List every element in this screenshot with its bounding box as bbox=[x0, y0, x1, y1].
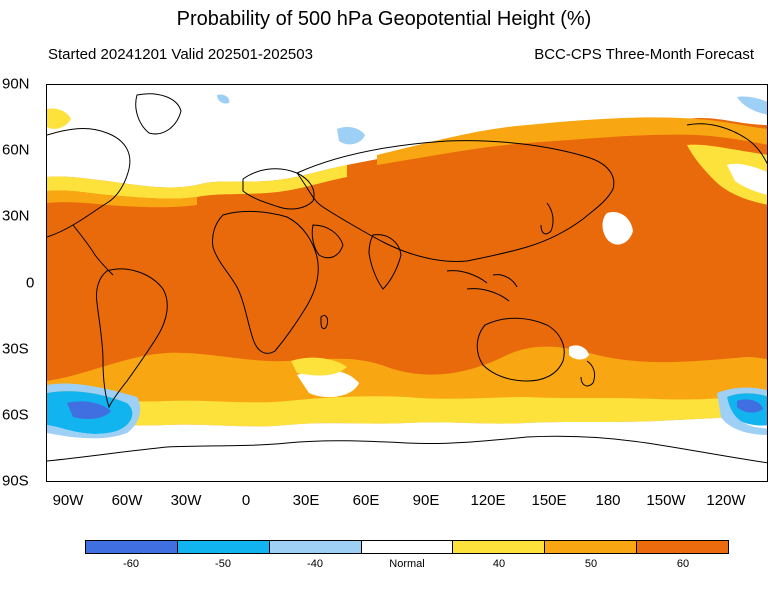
probability-map bbox=[46, 84, 768, 482]
coastlines bbox=[47, 93, 767, 464]
legend-label-normal: Normal bbox=[389, 558, 425, 570]
japan-outline bbox=[540, 202, 554, 235]
lat-label-30n: 30N bbox=[2, 207, 30, 225]
north-pacific-orange bbox=[377, 117, 767, 165]
arctic-light-blue-patch bbox=[337, 127, 365, 145]
arabia-outline bbox=[311, 224, 344, 259]
lon-label-150e: 150E bbox=[531, 492, 567, 509]
legend-box-60 bbox=[637, 541, 729, 553]
lat-label-30s: 30S bbox=[2, 340, 29, 358]
legend-label-minus-40: -40 bbox=[307, 558, 323, 570]
lon-label-120e: 120E bbox=[470, 492, 506, 509]
lon-label-180: 180 bbox=[595, 492, 621, 509]
greenland-outline bbox=[135, 93, 182, 135]
pacific-white-patch bbox=[602, 211, 633, 245]
europe-outline bbox=[242, 168, 315, 210]
legend-label-60: 60 bbox=[676, 558, 690, 570]
legend-box-50 bbox=[545, 541, 638, 553]
arctic-yellow-band bbox=[47, 165, 347, 199]
africa-outline bbox=[212, 210, 319, 354]
lat-label-60s: 60S bbox=[2, 406, 29, 424]
legend-box-minus-60 bbox=[86, 541, 178, 553]
lat-label-90s: 90S bbox=[2, 472, 29, 490]
lon-label-60e: 60E bbox=[352, 492, 380, 509]
south-pacific-light-blue bbox=[717, 387, 767, 435]
south-yellow-band bbox=[47, 395, 767, 427]
lon-label-90w: 90W bbox=[52, 492, 84, 509]
legend-label-minus-50: -50 bbox=[215, 558, 231, 570]
legend-box-40 bbox=[453, 541, 546, 553]
south-atlantic-white-patch bbox=[297, 369, 359, 398]
arctic-yellow-patch bbox=[47, 108, 71, 129]
lon-label-120w: 120W bbox=[706, 492, 746, 509]
lon-label-30w: 30W bbox=[170, 492, 202, 509]
australia-outline bbox=[476, 317, 565, 382]
lon-label-30e: 30E bbox=[292, 492, 320, 509]
central-america-outline bbox=[72, 224, 114, 276]
legend-box-normal bbox=[361, 541, 454, 553]
lat-label-60n: 60N bbox=[2, 141, 30, 159]
south-pacific-strong-cold bbox=[737, 399, 763, 413]
new-zealand-outline bbox=[580, 360, 596, 387]
legend-label-40: 40 bbox=[492, 558, 506, 570]
north-orange-band bbox=[47, 190, 197, 208]
southeast-asia-islands bbox=[446, 270, 518, 302]
north-america-outline bbox=[47, 128, 131, 238]
south-america-light-blue bbox=[47, 383, 141, 439]
south-america-outline bbox=[96, 268, 168, 409]
lon-label-60w: 60W bbox=[111, 492, 143, 509]
arctic-normal-region bbox=[47, 85, 767, 188]
map-canvas bbox=[47, 85, 767, 481]
east-pacific-yellow bbox=[687, 144, 767, 205]
map-title: Probability of 500 hPa Geopotential Heig… bbox=[176, 8, 592, 30]
antarctic-normal-region bbox=[47, 415, 767, 481]
lon-label-150w: 150W bbox=[646, 492, 686, 509]
forecast-source: BCC-CPS Three-Month Forecast bbox=[534, 46, 754, 63]
lat-label-equator: 0 bbox=[26, 274, 35, 292]
arctic-light-blue-patch-2 bbox=[217, 94, 230, 104]
south-orange-band bbox=[47, 346, 767, 409]
antarctica-outline bbox=[47, 435, 767, 464]
india-outline bbox=[368, 234, 402, 290]
longitude-axis: 90W 60W 30W 0 30E 60E 90E 120E 150E 180 … bbox=[46, 492, 768, 512]
south-atlantic-yellow-patch bbox=[291, 357, 347, 376]
lon-label-90e: 90E bbox=[412, 492, 440, 509]
legend-label-minus-60: -60 bbox=[123, 558, 139, 570]
tasman-white-patch bbox=[569, 345, 589, 360]
legend-box-minus-50 bbox=[177, 541, 270, 553]
legend-box-minus-40 bbox=[269, 541, 362, 553]
madagascar-outline bbox=[320, 314, 328, 330]
lat-label-90n: 90N bbox=[2, 75, 30, 93]
color-legend bbox=[85, 540, 729, 554]
legend-labels: -60 -50 -40 Normal 40 50 60 bbox=[85, 558, 729, 574]
arctic-light-blue-patch-3 bbox=[737, 96, 767, 115]
south-america-strong-cold bbox=[67, 401, 111, 419]
lon-label-0: 0 bbox=[241, 492, 251, 509]
east-pacific-white-patch bbox=[727, 163, 767, 195]
asia-outline bbox=[296, 140, 615, 262]
forecast-dates: Started 20241201 Valid 202501-202503 bbox=[48, 46, 313, 63]
legend-label-50: 50 bbox=[584, 558, 598, 570]
alaska-outline bbox=[686, 123, 767, 165]
